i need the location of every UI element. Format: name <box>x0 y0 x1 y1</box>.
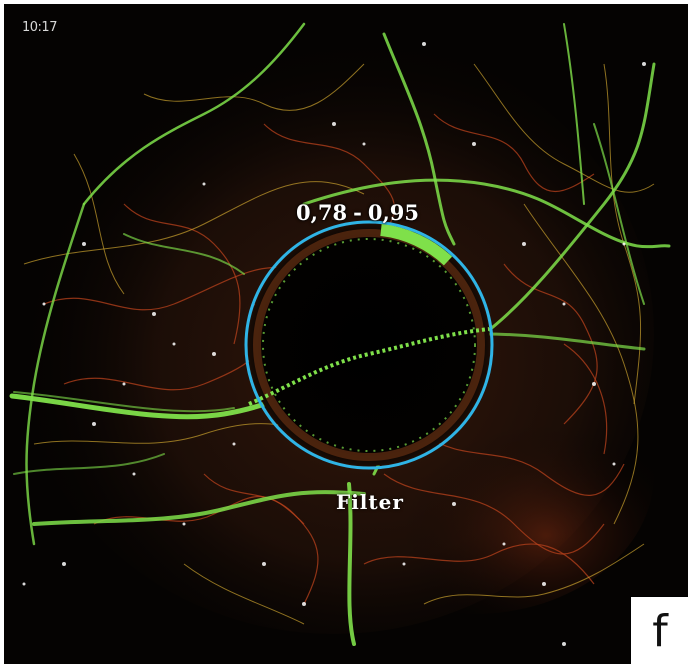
range-high-value: 0,95 <box>367 200 420 225</box>
lens-ring[interactable] <box>244 220 494 470</box>
lens-inner-rim <box>253 229 485 461</box>
lens-interior <box>248 224 490 466</box>
lens-filter-label: Filter <box>336 490 404 514</box>
range-separator: - <box>353 200 362 225</box>
filter-range-label: 0,78-0,95 <box>296 200 419 225</box>
range-slider-arc[interactable] <box>380 224 453 266</box>
lens-inner-dots <box>262 238 476 452</box>
street-network-mid <box>23 63 655 625</box>
hotspot-dots <box>22 42 646 646</box>
map-viewport[interactable]: 10:17 0,78-0,95 Filter f <box>4 4 688 664</box>
filter-lens[interactable] <box>244 220 494 470</box>
trajectory-map[interactable] <box>4 4 688 664</box>
panel-label: f <box>630 596 688 664</box>
range-low-value: 0,78 <box>296 200 348 225</box>
clock-time: 10:17 <box>22 20 57 35</box>
